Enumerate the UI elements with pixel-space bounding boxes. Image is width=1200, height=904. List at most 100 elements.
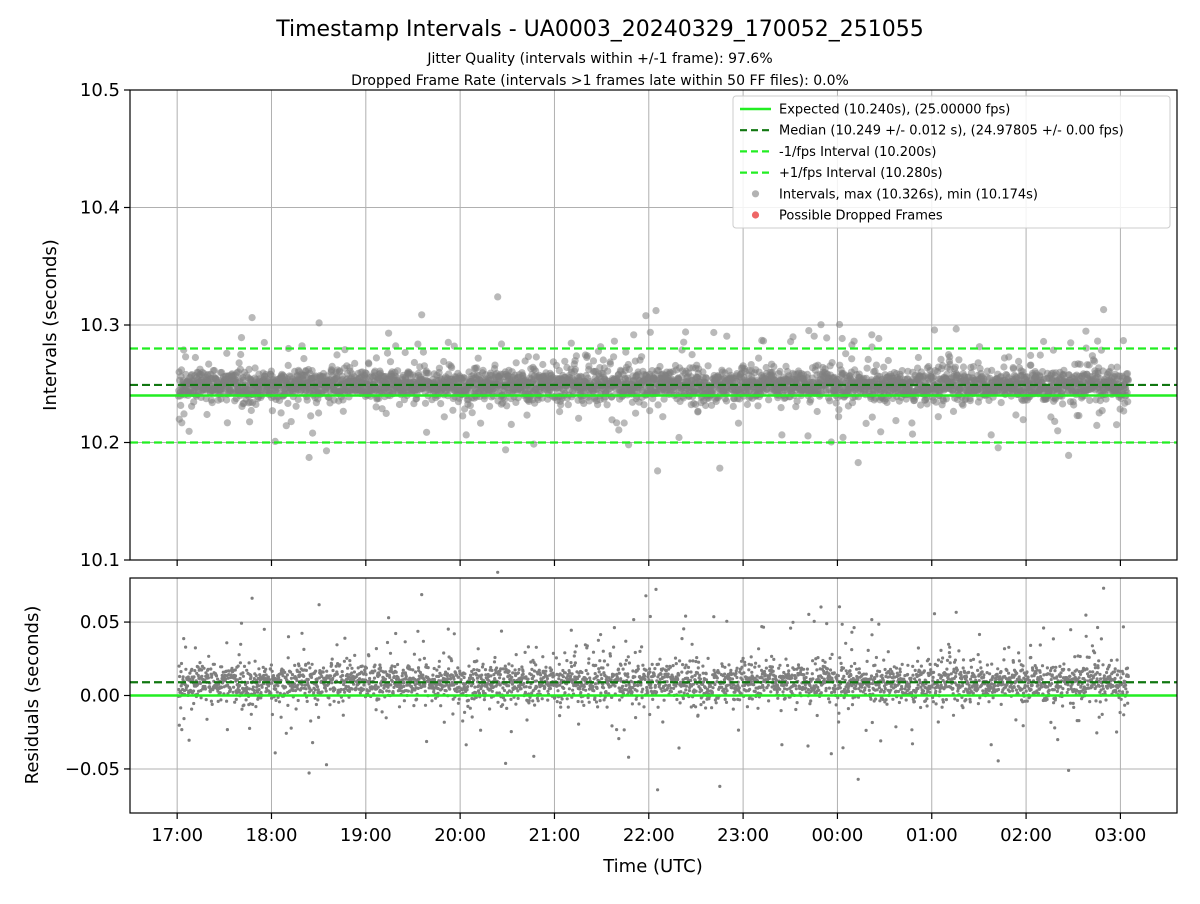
interval-point (236, 359, 243, 366)
interval-point (805, 327, 812, 334)
residual-point (310, 676, 313, 679)
residual-point (343, 637, 346, 640)
residual-point (241, 671, 244, 674)
residual-point (445, 684, 448, 687)
residual-point (556, 689, 559, 692)
interval-point (877, 428, 884, 435)
residual-point (192, 675, 195, 678)
residual-point (182, 675, 185, 678)
interval-point (205, 361, 212, 368)
interval-point (316, 319, 323, 326)
residual-point (304, 684, 307, 687)
residual-point (413, 653, 416, 656)
residual-point (297, 664, 300, 667)
residual-point (220, 665, 223, 668)
interval-point (423, 429, 430, 436)
residual-point (272, 674, 275, 677)
residual-point (271, 670, 274, 673)
interval-point (333, 351, 340, 358)
interval-point (441, 413, 448, 420)
interval-point (632, 410, 639, 417)
residual-point (345, 657, 348, 660)
interval-point (1012, 411, 1019, 418)
residual-point (411, 668, 414, 671)
residual-point (234, 674, 237, 677)
residual-point (314, 697, 317, 700)
residual-point (237, 665, 240, 668)
interval-point (1051, 418, 1058, 425)
residual-point (193, 669, 196, 672)
residual-point (404, 640, 407, 643)
interval-point (770, 363, 777, 370)
residual-point (349, 664, 352, 667)
residual-point (192, 689, 195, 692)
residual-point (324, 687, 327, 690)
residual-point (565, 659, 568, 662)
residual-point (238, 689, 241, 692)
residual-point (353, 654, 356, 657)
residual-point (388, 676, 391, 679)
residual-point (280, 716, 283, 719)
top-y-tick-label: 10.1 (80, 550, 120, 571)
residual-point (286, 704, 289, 707)
chart-title: Timestamp Intervals - UA0003_20240329_17… (275, 17, 924, 42)
residual-point (240, 622, 243, 625)
residual-point (544, 666, 547, 669)
residual-point (377, 686, 380, 689)
residual-point (447, 628, 450, 631)
interval-point (568, 340, 575, 347)
residual-point (239, 661, 242, 664)
interval-point (1093, 422, 1100, 429)
interval-point (525, 353, 532, 360)
residual-point (184, 646, 187, 649)
residual-point (365, 673, 368, 676)
interval-point (498, 340, 505, 347)
residual-point (483, 698, 486, 701)
interval-point (848, 355, 855, 362)
interval-point (613, 419, 620, 426)
interval-point (284, 400, 291, 407)
residual-point (475, 659, 478, 662)
residual-point (488, 707, 491, 710)
residual-point (532, 755, 535, 758)
interval-point (394, 367, 401, 374)
interval-point (885, 357, 892, 364)
interval-point (186, 428, 193, 435)
residual-point (336, 673, 339, 676)
residual-point (450, 659, 453, 662)
interval-point (252, 364, 259, 371)
interval-point (723, 333, 730, 340)
residual-point (311, 663, 314, 666)
residual-point (378, 673, 381, 676)
residual-point (463, 711, 466, 714)
interval-point (1125, 377, 1132, 384)
residual-point (510, 676, 513, 679)
residual-point (330, 663, 333, 666)
interval-point (1082, 328, 1089, 335)
residual-point (285, 732, 288, 735)
interval-point (539, 361, 546, 368)
residual-point (433, 667, 436, 670)
residual-point (341, 670, 344, 673)
interval-point (1124, 398, 1131, 405)
interval-point (223, 350, 230, 357)
interval-point (1100, 306, 1107, 313)
residual-point (274, 687, 277, 690)
interval-point (909, 431, 916, 438)
interval-point (486, 403, 493, 410)
residual-point (549, 687, 552, 690)
interval-point (760, 337, 767, 344)
residual-point (341, 699, 344, 702)
residual-point (351, 687, 354, 690)
residual-point (552, 674, 555, 677)
residual-point (182, 637, 185, 640)
residual-point (318, 603, 321, 606)
residual-point (198, 661, 201, 664)
residual-point (416, 630, 419, 633)
interval-point (950, 408, 957, 415)
residual-point (192, 702, 195, 705)
interval-point (864, 365, 871, 372)
residual-point (188, 739, 191, 742)
interval-point (924, 400, 931, 407)
residual-point (178, 665, 181, 668)
